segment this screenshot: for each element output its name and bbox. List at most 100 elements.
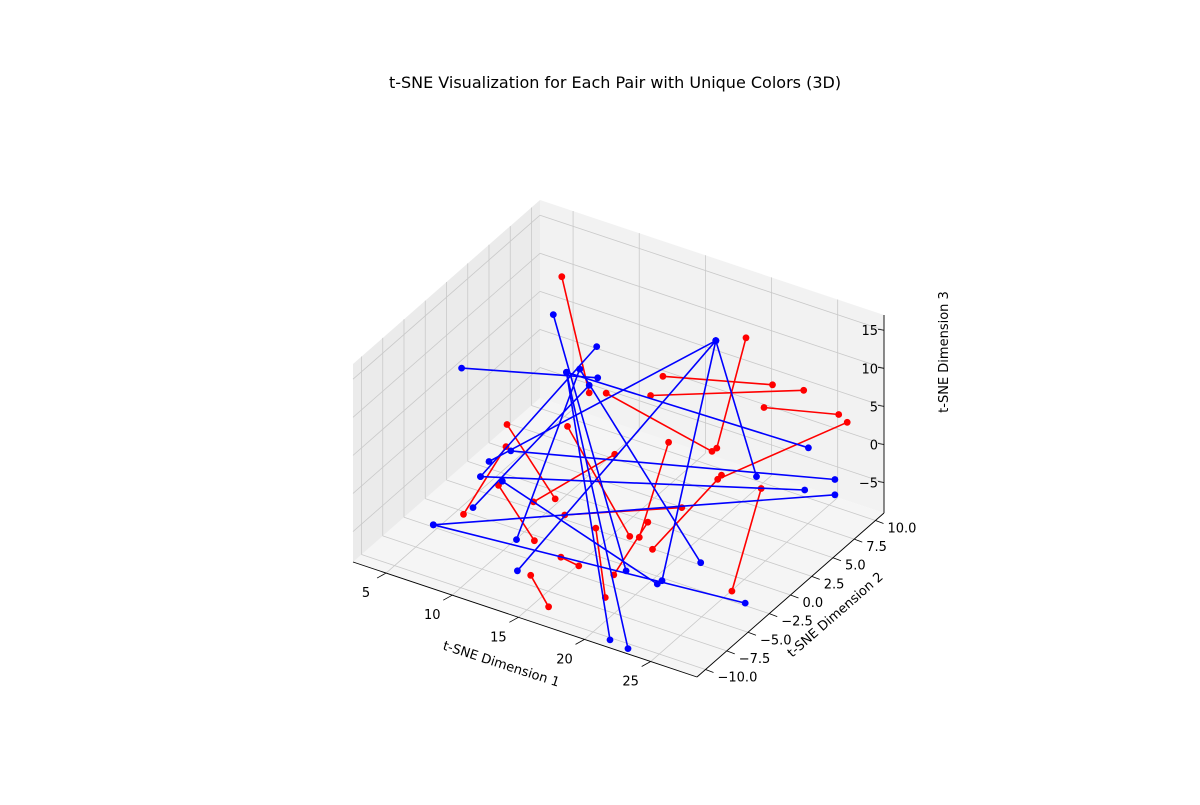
data-point-red <box>558 273 566 281</box>
z-tick-label: 5 <box>870 400 878 415</box>
data-point-blue <box>712 337 720 345</box>
data-point-red <box>545 603 552 611</box>
y-grid-floor <box>361 554 706 670</box>
pair-line-red <box>462 446 507 515</box>
data-point-red <box>602 389 610 397</box>
pair-line-blue <box>661 340 717 581</box>
y-tick-label: 10.0 <box>888 521 917 536</box>
data-point-red <box>843 418 851 426</box>
y-grid-floor <box>403 516 749 633</box>
pair-line-red <box>731 488 762 592</box>
data-point-blue <box>606 636 614 644</box>
y-tick-mark <box>875 520 884 524</box>
y-grid-floor <box>531 405 876 521</box>
y-tick-mark <box>769 613 778 618</box>
y-tick-mark <box>726 650 735 655</box>
data-point-blue <box>576 365 584 373</box>
z-grid-back <box>539 291 885 407</box>
pair-line-red <box>595 527 607 598</box>
data-point-red <box>551 495 559 503</box>
data-point-red <box>708 448 716 455</box>
y-tick-label: 0.0 <box>803 596 824 611</box>
data-point-red <box>503 421 511 428</box>
z-grid-back <box>539 367 885 483</box>
series-blue <box>429 311 839 652</box>
pair-line-red <box>763 406 839 416</box>
y-tick-mark <box>811 575 820 580</box>
data-point-blue <box>585 381 593 389</box>
data-point-red <box>742 334 750 342</box>
z-tick-mark <box>877 443 885 445</box>
data-point-blue <box>469 504 477 511</box>
data-series <box>429 273 851 652</box>
pair-line-blue <box>515 368 581 540</box>
data-point-red <box>592 524 600 532</box>
chart-title: t-SNE Visualization for Each Pair with U… <box>389 73 841 92</box>
y-tick-label: 7.5 <box>866 540 887 555</box>
data-point-red <box>769 381 776 389</box>
data-point-blue <box>653 580 661 588</box>
x-tick-label: 15 <box>490 630 507 645</box>
data-point-red <box>649 545 656 553</box>
data-point-blue <box>801 486 809 494</box>
pair-line-blue <box>480 475 805 491</box>
z-axis-label: t-SNE Dimension 3 <box>937 291 952 413</box>
pair-line-blue <box>565 372 629 649</box>
pair-line-red <box>530 574 550 608</box>
data-point-blue <box>805 444 812 452</box>
data-point-red <box>713 444 721 452</box>
data-point-blue <box>753 473 760 480</box>
z-tick-label: 15 <box>861 324 878 339</box>
pair-line-blue <box>715 340 758 477</box>
z-tick-mark <box>877 404 885 407</box>
pair-line-blue <box>516 340 717 572</box>
pair-line-red <box>497 484 536 542</box>
x-tick-label: 25 <box>622 675 639 690</box>
pair-line-blue <box>510 450 835 481</box>
axis-lines <box>352 315 885 678</box>
data-point-blue <box>485 458 493 465</box>
x-tick-label: 20 <box>556 652 573 667</box>
z-tick-mark <box>877 328 885 331</box>
pair-line-red <box>662 375 773 386</box>
data-point-blue <box>624 645 632 652</box>
data-point-red <box>659 372 667 380</box>
data-point-blue <box>697 559 705 567</box>
data-point-blue <box>563 368 570 376</box>
y-tick-label: −10.0 <box>718 671 758 686</box>
x-tick-mark <box>376 572 387 579</box>
data-point-red <box>728 587 736 595</box>
z-tick-mark <box>877 366 885 369</box>
z-tick-label: −5 <box>859 477 878 492</box>
z-grid-side <box>352 329 541 494</box>
y-grid-floor <box>382 535 727 652</box>
pair-line-blue <box>501 480 658 585</box>
pair-line-blue <box>461 367 598 379</box>
y-grid-floor <box>467 460 812 577</box>
y-tick-mark <box>832 557 842 562</box>
y-tick-label: 2.5 <box>824 577 845 592</box>
pair-line-blue <box>552 314 627 572</box>
y-tick-mark <box>790 594 799 599</box>
data-point-blue <box>831 491 839 499</box>
pair-line-blue <box>565 372 611 641</box>
data-point-red <box>714 475 722 483</box>
x-tick-mark <box>443 594 453 601</box>
x-tick-mark <box>575 639 585 645</box>
y-tick-mark <box>747 631 757 636</box>
data-point-red <box>665 438 672 446</box>
data-point-red <box>585 389 593 397</box>
pair-line-red <box>651 474 723 550</box>
data-point-red <box>626 533 634 540</box>
y-tick-label: 5.0 <box>845 559 866 574</box>
data-point-blue <box>498 477 506 485</box>
data-point-blue <box>831 476 839 483</box>
data-point-blue <box>549 311 557 318</box>
data-point-blue <box>513 536 520 543</box>
data-point-red <box>644 518 652 526</box>
x-tick-mark <box>641 661 651 667</box>
pair-line-blue <box>488 339 717 463</box>
y-tick-label: −7.5 <box>739 652 771 667</box>
